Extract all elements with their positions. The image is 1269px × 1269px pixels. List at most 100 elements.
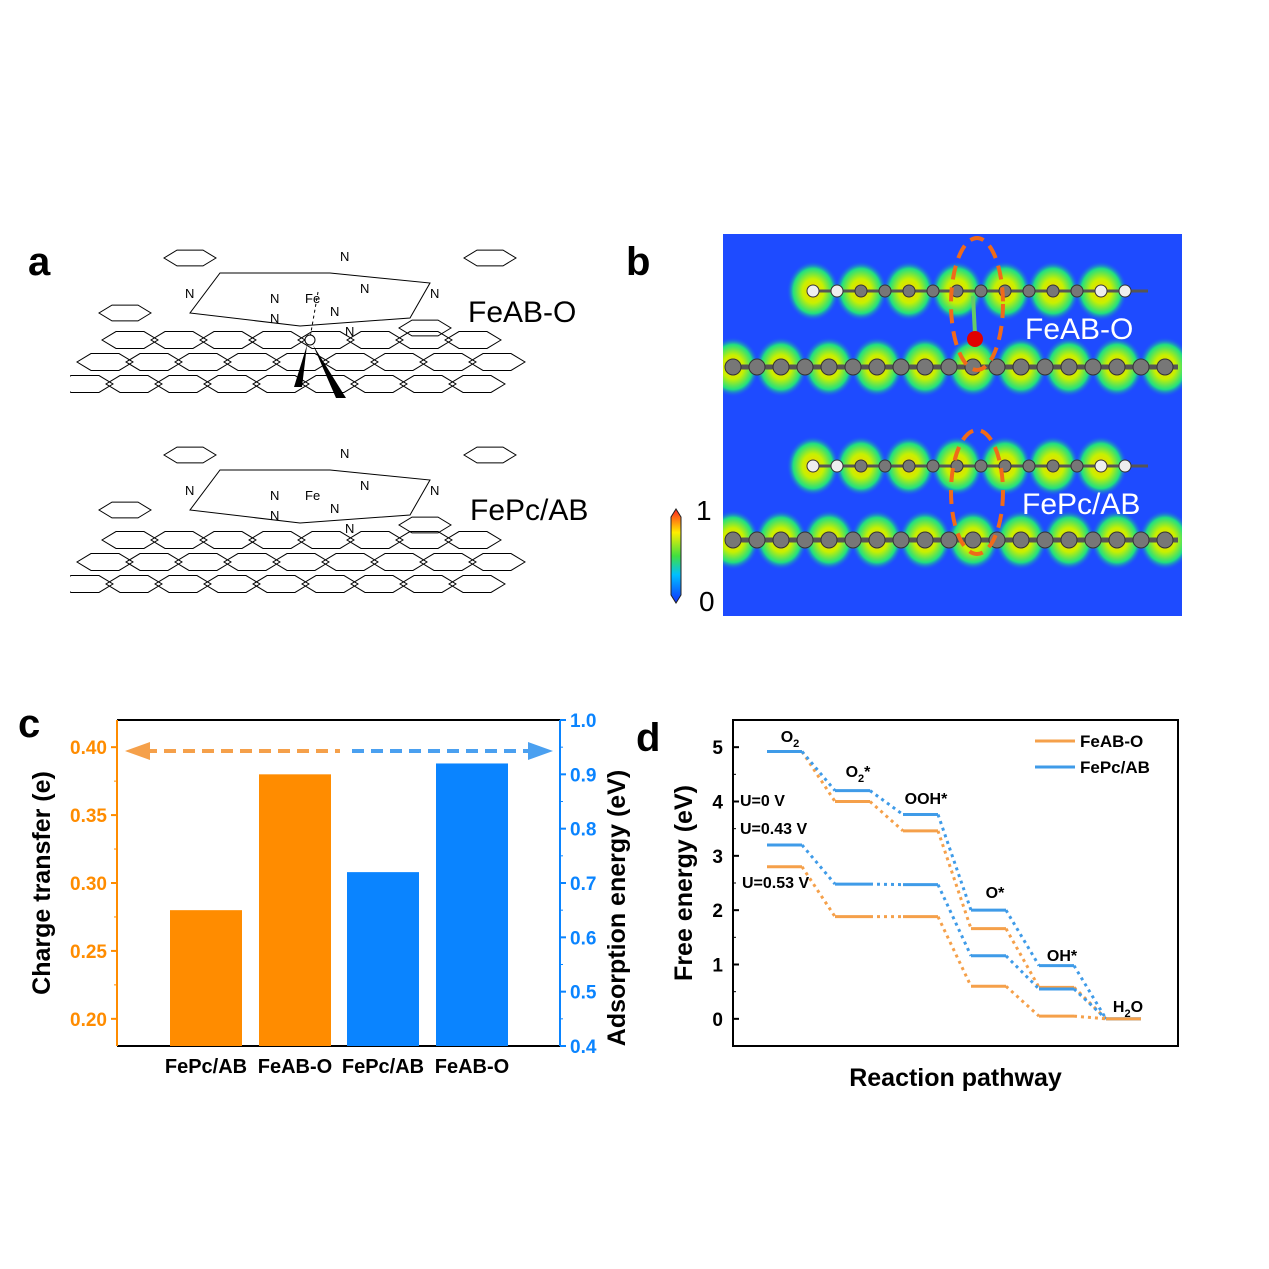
feab-o-graphene (444, 331, 502, 349)
fepc-ab-molecule-atom (1070, 459, 1084, 473)
label-feab-o: FeAB-O (468, 296, 577, 329)
left-tick-label: 0.20 (70, 1010, 107, 1031)
atom-label-fe: Fe (305, 291, 320, 306)
fepc-ab-graphene (150, 531, 208, 549)
feab-o-substrate-atom (796, 358, 814, 376)
atom-label-n: N (430, 483, 439, 498)
energy-connector (936, 814, 973, 911)
colorbar-min: 0 (699, 586, 715, 617)
fepc-ab-molecule-atom (1118, 459, 1132, 473)
y-tick-label: 5 (712, 738, 723, 759)
feab-o-graphene (105, 375, 163, 393)
oxygen-atom (967, 331, 983, 347)
fepc-ab-substrate-atom (1060, 531, 1078, 549)
bar-left-1 (259, 774, 331, 1046)
oxygen-atom (304, 334, 316, 346)
fepc-ab-substrate-atom (772, 531, 790, 549)
y-tick-label: 1 (712, 956, 723, 977)
feab-o-graphene (70, 375, 114, 393)
fepc-ab-phthalocyanine (163, 446, 217, 464)
left-axis-title: Charge transfer (e) (28, 771, 56, 995)
right-arrow-head (528, 742, 553, 760)
feab-o-phthalocyanine (189, 272, 431, 327)
fepc-ab-graphene (76, 553, 134, 571)
atom-label-fe: Fe (305, 488, 320, 503)
fepc-ab-graphene (321, 553, 379, 571)
feab-o-substrate-atom (1036, 358, 1054, 376)
step-label: O* (986, 885, 1005, 902)
feab-o-graphene (154, 375, 212, 393)
right-tick-label: 1.0 (570, 711, 596, 732)
fepc-ab-substrate-atom (724, 531, 742, 549)
feab-o-substrate-atom (916, 358, 934, 376)
y-tick-label: 4 (712, 793, 723, 814)
fepc-ab-molecule-atom (1094, 459, 1108, 473)
feab-o-graphene (199, 331, 257, 349)
feab-o-graphene (76, 353, 134, 371)
fepc-ab-graphene (399, 575, 457, 593)
bar-right-3 (436, 763, 508, 1046)
energy-connector (800, 750, 837, 792)
right-tick-label: 0.5 (570, 983, 597, 1004)
step-label: OH* (1047, 948, 1078, 965)
feab-o-graphene (468, 353, 526, 371)
fepc-ab-molecule-atom (806, 459, 820, 473)
feab-o-substrate-atom (1156, 358, 1174, 376)
step-label: H2O (1113, 999, 1143, 1020)
feab-o-graphene (297, 331, 355, 349)
legend-label: FePc/AB (1080, 758, 1150, 777)
feab-o-substrate-atom (964, 358, 982, 376)
fepc-ab-phthalocyanine (463, 446, 517, 464)
panel-letter-a: a (28, 240, 51, 284)
atom-label-n: N (340, 249, 349, 264)
fepc-ab-graphene (468, 553, 526, 571)
feab-o-phthalocyanine (163, 249, 217, 267)
feab-o-substrate-atom (820, 358, 838, 376)
energy-connector (800, 865, 837, 918)
atom-label-n: N (270, 488, 279, 503)
right-tick-label: 0.9 (570, 765, 596, 786)
fepc-ab-phthalocyanine (398, 516, 452, 534)
feab-o-graphene (399, 375, 457, 393)
fepc-ab-graphene (419, 553, 477, 571)
fepc-ab-graphene (174, 553, 232, 571)
feab-o-molecule-atom (878, 284, 892, 298)
x-axis-title: Reaction pathway (849, 1064, 1062, 1092)
feab-o-graphene (321, 353, 379, 371)
feab-o-graphene (272, 353, 330, 371)
potential-label: U=0.43 V (740, 821, 807, 838)
fepc-ab-substrate-atom (1012, 531, 1030, 549)
fepc-ab-graphene (203, 575, 261, 593)
fepc-ab-graphene (297, 531, 355, 549)
feab-o-graphene (252, 375, 310, 393)
atom-label-n: N (340, 446, 349, 461)
feab-o-substrate-atom (1084, 358, 1102, 376)
feab-o-graphene (395, 331, 453, 349)
feab-o-molecule-atom (902, 284, 916, 298)
feab-o-substrate-atom (772, 358, 790, 376)
fepc-ab-substrate-atom (748, 531, 766, 549)
energy-connector (936, 830, 973, 930)
feab-o-molecule-atom (830, 284, 844, 298)
atom-label-n: N (345, 324, 354, 339)
fepc-ab-substrate-atom (892, 531, 910, 549)
feab-o-substrate-atom (988, 358, 1006, 376)
feab-o-graphene (125, 353, 183, 371)
step-label: O2 (781, 729, 800, 750)
y-axis-title: Free energy (eV) (670, 785, 698, 981)
energy-connector (1004, 954, 1041, 991)
fepc-ab-phthalocyanine (98, 501, 152, 519)
fe-o-bond (971, 295, 977, 335)
feab-o-substrate-atom (1012, 358, 1030, 376)
fepc-ab-substrate-atom (868, 531, 886, 549)
energy-connector (936, 916, 973, 987)
fepc-ab-graphene (448, 575, 506, 593)
wedge-bond (313, 345, 346, 398)
feab-o-molecule-atom (1118, 284, 1132, 298)
right-tick-label: 0.8 (570, 820, 596, 841)
fepc-ab-substrate-atom (820, 531, 838, 549)
energy-connector (1073, 1014, 1107, 1021)
feab-o-graphene (370, 353, 428, 371)
energy-connector (800, 843, 837, 886)
highlight-ellipse (949, 428, 1005, 556)
